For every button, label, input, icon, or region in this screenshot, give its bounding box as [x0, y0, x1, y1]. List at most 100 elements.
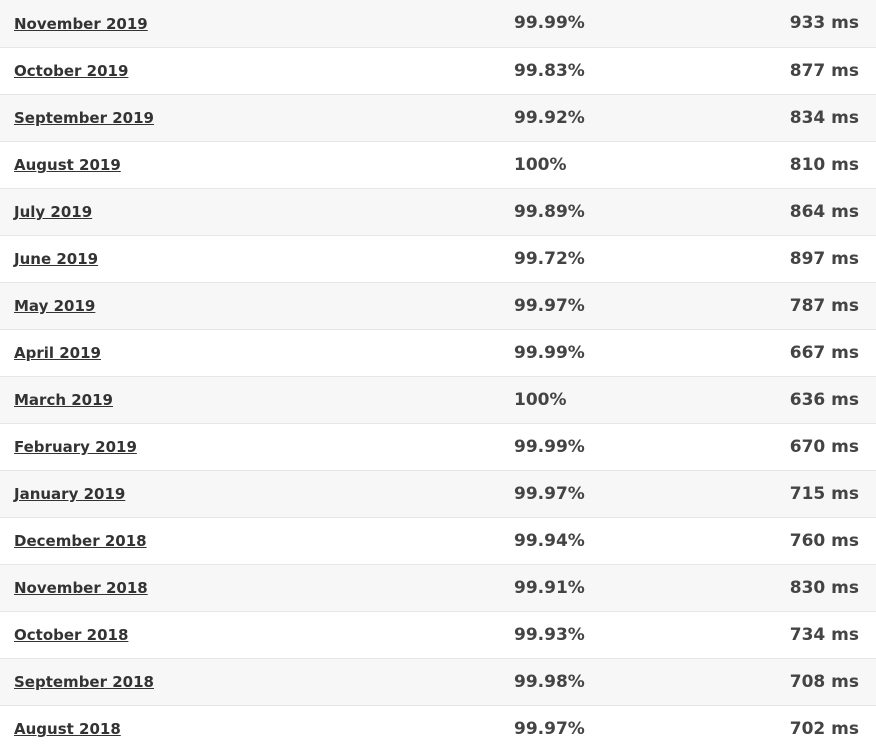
response-time-cell: 810 ms [714, 140, 876, 188]
uptime-cell: 99.99% [514, 328, 714, 376]
month-link[interactable]: July 2019 [14, 203, 93, 221]
table-row: February 2019 99.99% 670 ms [0, 422, 876, 470]
uptime-cell: 99.99% [514, 0, 714, 47]
month-cell: March 2019 [0, 375, 514, 423]
month-cell: September 2019 [0, 93, 514, 141]
response-time-cell: 897 ms [714, 234, 876, 282]
month-link[interactable]: September 2019 [14, 109, 154, 127]
uptime-value: 99.99% [514, 436, 585, 457]
response-time-cell: 877 ms [714, 46, 876, 94]
uptime-value: 99.93% [514, 624, 585, 645]
table-row: November 2019 99.99% 933 ms [0, 0, 876, 47]
response-time-cell: 933 ms [714, 0, 876, 47]
response-time-value: 897 ms [789, 248, 859, 269]
uptime-value: 99.98% [514, 671, 585, 692]
month-cell: May 2019 [0, 281, 514, 329]
month-link[interactable]: August 2019 [14, 156, 121, 174]
month-link[interactable]: January 2019 [14, 485, 126, 503]
uptime-value: 99.97% [514, 295, 585, 316]
response-time-cell: 834 ms [714, 93, 876, 141]
uptime-cell: 99.72% [514, 234, 714, 282]
month-cell: November 2019 [0, 0, 514, 47]
response-time-value: 734 ms [789, 624, 859, 645]
uptime-value: 99.97% [514, 483, 585, 504]
uptime-cell: 99.98% [514, 657, 714, 705]
month-link[interactable]: March 2019 [14, 391, 113, 409]
uptime-cell: 99.99% [514, 422, 714, 470]
response-time-cell: 734 ms [714, 610, 876, 658]
month-link[interactable]: September 2018 [14, 673, 154, 691]
uptime-cell: 99.93% [514, 610, 714, 658]
response-time-cell: 708 ms [714, 657, 876, 705]
uptime-value: 99.99% [514, 342, 585, 363]
uptime-cell: 99.97% [514, 469, 714, 517]
response-time-value: 810 ms [789, 154, 859, 175]
table-row: October 2019 99.83% 877 ms [0, 46, 876, 94]
month-cell: November 2018 [0, 563, 514, 611]
table-row: October 2018 99.93% 734 ms [0, 610, 876, 658]
uptime-cell: 99.97% [514, 281, 714, 329]
uptime-cell: 99.92% [514, 93, 714, 141]
month-cell: October 2018 [0, 610, 514, 658]
month-link[interactable]: October 2018 [14, 626, 129, 644]
month-link[interactable]: November 2019 [14, 14, 148, 33]
month-link[interactable]: November 2018 [14, 579, 148, 597]
uptime-cell: 99.83% [514, 46, 714, 94]
response-time-value: 670 ms [789, 436, 859, 457]
month-cell: January 2019 [0, 469, 514, 517]
table-row: September 2018 99.98% 708 ms [0, 657, 876, 705]
response-time-cell: 715 ms [714, 469, 876, 517]
response-time-value: 864 ms [789, 201, 859, 222]
table-row: August 2018 99.97% 702 ms [0, 704, 876, 752]
response-time-cell: 787 ms [714, 281, 876, 329]
response-time-value: 760 ms [789, 530, 859, 551]
response-time-cell: 702 ms [714, 704, 876, 752]
response-time-value: 715 ms [789, 483, 859, 504]
month-link[interactable]: June 2019 [14, 250, 99, 268]
table-row: August 2019 100% 810 ms [0, 140, 876, 188]
table-row: January 2019 99.97% 715 ms [0, 469, 876, 517]
month-link[interactable]: April 2019 [14, 344, 101, 362]
table-row: May 2019 99.97% 787 ms [0, 281, 876, 329]
uptime-cell: 99.91% [514, 563, 714, 611]
month-cell: July 2019 [0, 187, 514, 235]
response-time-value: 787 ms [789, 295, 859, 316]
month-link[interactable]: February 2019 [14, 438, 137, 456]
response-time-cell: 670 ms [714, 422, 876, 470]
response-time-value: 877 ms [789, 60, 859, 81]
uptime-value: 99.99% [514, 13, 585, 34]
response-time-value: 636 ms [789, 389, 859, 410]
table-row: March 2019 100% 636 ms [0, 375, 876, 423]
month-link[interactable]: October 2019 [14, 62, 129, 80]
uptime-value: 99.83% [514, 60, 585, 81]
month-link[interactable]: May 2019 [14, 297, 96, 315]
response-time-cell: 636 ms [714, 375, 876, 423]
uptime-value: 99.92% [514, 107, 585, 128]
response-time-value: 702 ms [789, 718, 859, 739]
month-cell: June 2019 [0, 234, 514, 282]
month-cell: December 2018 [0, 516, 514, 564]
uptime-cell: 100% [514, 140, 714, 188]
response-time-cell: 760 ms [714, 516, 876, 564]
response-time-value: 834 ms [789, 107, 859, 128]
month-cell: April 2019 [0, 328, 514, 376]
uptime-cell: 100% [514, 375, 714, 423]
uptime-cell: 99.94% [514, 516, 714, 564]
response-time-cell: 667 ms [714, 328, 876, 376]
uptime-value: 99.91% [514, 577, 585, 598]
response-time-value: 708 ms [789, 671, 859, 692]
month-link[interactable]: December 2018 [14, 532, 147, 550]
table-row: September 2019 99.92% 834 ms [0, 93, 876, 141]
uptime-value: 99.72% [514, 248, 585, 269]
month-link[interactable]: August 2018 [14, 720, 121, 739]
table-row: December 2018 99.94% 760 ms [0, 516, 876, 564]
month-cell: October 2019 [0, 46, 514, 94]
month-cell: August 2018 [0, 704, 514, 752]
month-cell: September 2018 [0, 657, 514, 705]
uptime-cell: 99.89% [514, 187, 714, 235]
uptime-value: 100% [514, 154, 567, 175]
month-cell: February 2019 [0, 422, 514, 470]
response-time-value: 933 ms [789, 13, 859, 34]
